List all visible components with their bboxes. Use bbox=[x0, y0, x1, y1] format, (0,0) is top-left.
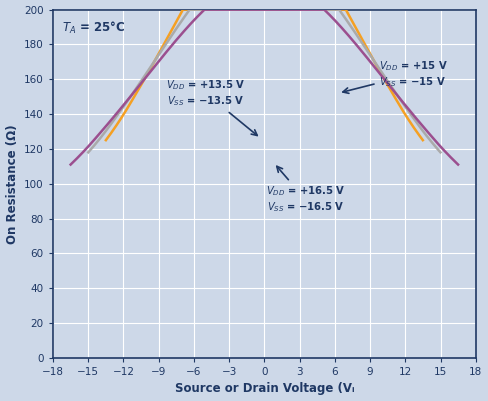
Text: $V_{DD}$ = +16.5 V
$V_{SS}$ = −16.5 V: $V_{DD}$ = +16.5 V $V_{SS}$ = −16.5 V bbox=[266, 166, 345, 214]
Text: $T_A$ = 25°C: $T_A$ = 25°C bbox=[62, 20, 125, 36]
Text: $V_{DD}$ = +13.5 V
$V_{SS}$ = −13.5 V: $V_{DD}$ = +13.5 V $V_{SS}$ = −13.5 V bbox=[166, 78, 257, 136]
X-axis label: Source or Drain Voltage (Vᵢ: Source or Drain Voltage (Vᵢ bbox=[175, 383, 354, 395]
Y-axis label: On Resistance (Ω): On Resistance (Ω) bbox=[5, 124, 19, 243]
Text: $V_{DD}$ = +15 V
$V_{SS}$ = −15 V: $V_{DD}$ = +15 V $V_{SS}$ = −15 V bbox=[343, 59, 448, 93]
